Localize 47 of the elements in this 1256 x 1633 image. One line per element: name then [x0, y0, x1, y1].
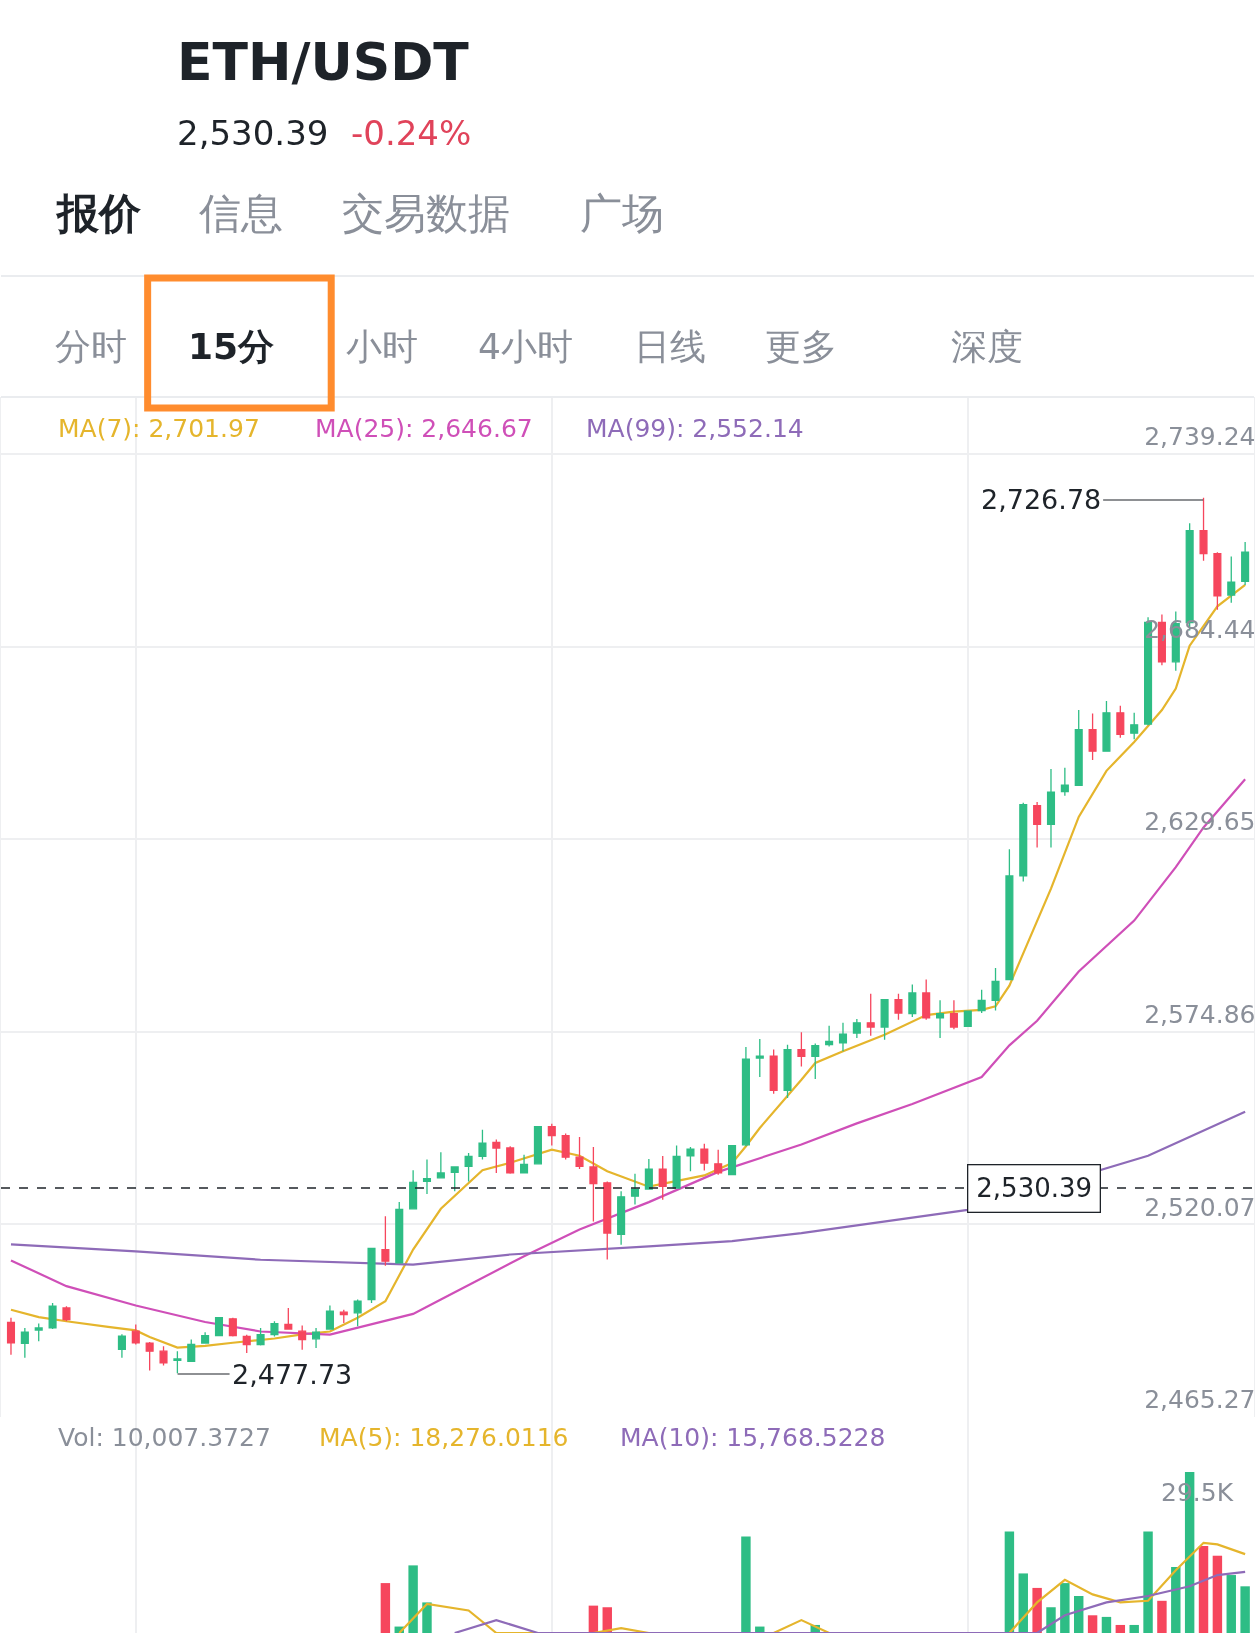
text: -0.24%	[351, 113, 472, 153]
bar	[422, 1602, 432, 1633]
bar	[1143, 1531, 1153, 1633]
text: MA(7): 2,701.97	[58, 414, 260, 443]
bar	[1226, 1575, 1236, 1633]
bar	[1004, 1531, 1015, 1633]
bar	[1212, 1555, 1223, 1633]
bar	[588, 1605, 599, 1633]
text: MA(25): 2,646.67	[315, 414, 533, 443]
text: 交易数据	[342, 189, 510, 238]
bar	[1157, 1600, 1167, 1633]
annotation: 2,726.78	[981, 484, 1102, 515]
bar	[1240, 1586, 1250, 1633]
bar	[1060, 1583, 1070, 1633]
bar	[1171, 1566, 1181, 1633]
text: MA(10): 15,768.5228	[620, 1423, 886, 1452]
bar	[1046, 1607, 1056, 1633]
text: 4小时	[478, 326, 573, 367]
text: 深度	[951, 326, 1023, 367]
y-tick-label: 2,520.07	[1144, 1192, 1256, 1222]
bar	[1074, 1595, 1084, 1633]
text: 日线	[634, 326, 706, 367]
text: MA(99): 2,552.14	[586, 414, 804, 443]
text: 报价	[55, 189, 142, 238]
text: Vol: 10,007.3727	[58, 1423, 271, 1452]
annotation: 2,477.73	[232, 1359, 353, 1390]
text: 分时	[55, 326, 127, 367]
bar	[1101, 1616, 1112, 1633]
bar	[741, 1536, 751, 1633]
text: 信息	[199, 189, 283, 238]
y-tick-label: 2,574.86	[1144, 1000, 1256, 1030]
ref-line-label: 2,530.39	[976, 1173, 1093, 1204]
chart-title: ETH/USDT	[177, 32, 470, 92]
bar	[1087, 1615, 1098, 1633]
bar	[1129, 1624, 1139, 1633]
bar	[408, 1565, 418, 1633]
bar	[380, 1583, 391, 1633]
text: MA(5): 18,276.0116	[319, 1423, 569, 1452]
text: 更多	[765, 326, 837, 367]
y-tick-label: 2,739.24	[1144, 422, 1256, 452]
y-tick-label: 2,465.27	[1144, 1385, 1256, 1415]
bar	[1198, 1546, 1209, 1633]
bar	[1115, 1624, 1126, 1633]
text: 15分	[188, 326, 275, 367]
text: 2,530.39	[177, 113, 329, 153]
text: 小时	[346, 326, 418, 367]
text: 广场	[580, 189, 664, 238]
